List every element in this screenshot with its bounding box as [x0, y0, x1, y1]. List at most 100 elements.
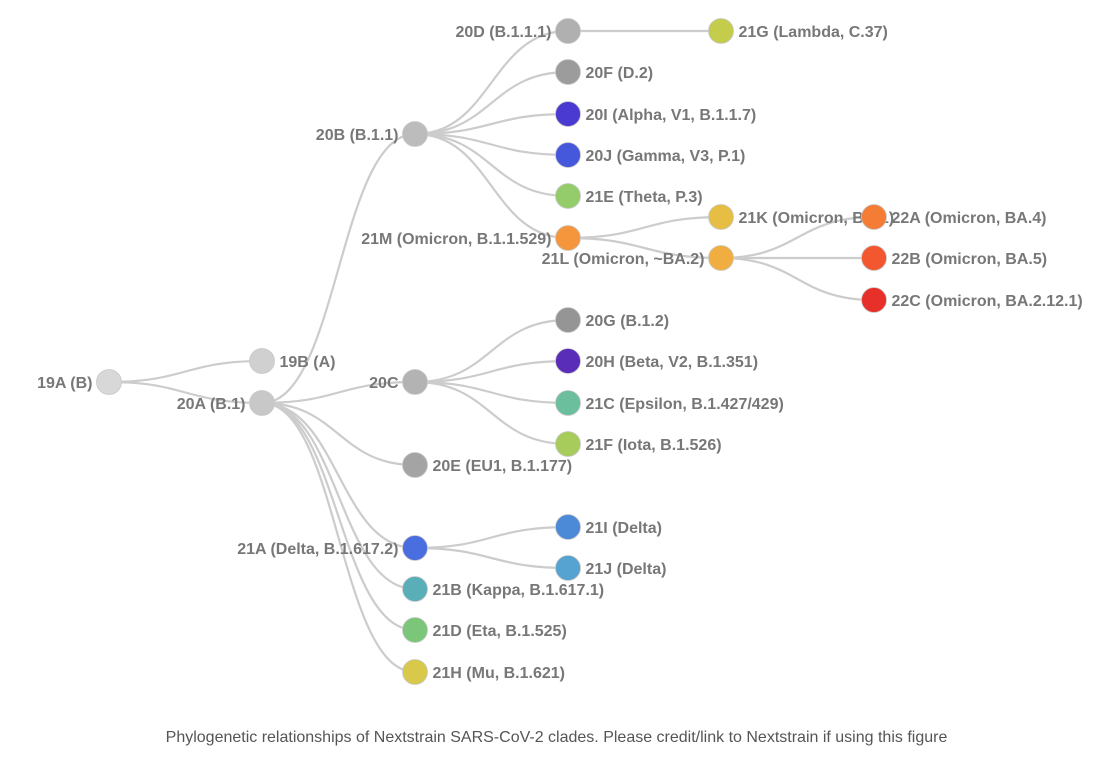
edge-19A-19B — [108, 359, 263, 384]
clade-node-20i[interactable]: 20I (Alpha, V1, B.1.1.7) — [555, 101, 757, 127]
clade-label-22b: 22B (Omicron, BA.5) — [892, 251, 1048, 268]
clade-node-20g[interactable]: 20G (B.1.2) — [555, 307, 670, 333]
edge-20A-20C — [261, 380, 416, 405]
clade-label-19b: 19B (A) — [280, 354, 336, 371]
edge-20B-20J — [414, 132, 569, 157]
clade-label-21k: 21K (Omicron, BA.1) — [739, 210, 895, 227]
edge-20C-20G — [414, 318, 569, 384]
edge-19A-20A — [108, 380, 263, 405]
clade-label-22a: 22A (Omicron, BA.4) — [892, 210, 1047, 227]
clade-label-21i: 21I (Delta) — [586, 520, 662, 537]
clade-label-21e: 21E (Theta, P.3) — [586, 189, 703, 206]
edge-20A-20B — [261, 132, 416, 405]
clade-node-21i[interactable]: 21I (Delta) — [555, 514, 662, 540]
clade-label-20g: 20G (B.1.2) — [586, 313, 670, 330]
clade-label-20a: 20A (B.1) — [177, 396, 246, 413]
clade-node-21f[interactable]: 21F (Iota, B.1.526) — [555, 431, 722, 457]
clade-node-20d[interactable]: 20D (B.1.1.1) — [455, 18, 581, 44]
clade-label-20d: 20D (B.1.1.1) — [455, 24, 551, 41]
clade-label-21d: 21D (Eta, B.1.525) — [433, 623, 567, 640]
clade-node-22b[interactable]: 22B (Omicron, BA.5) — [861, 245, 1048, 271]
clade-label-21a: 21A (Delta, B.1.617.2) — [237, 541, 398, 558]
clade-label-21c: 21C (Epsilon, B.1.427/429) — [586, 396, 784, 413]
clade-node-20c[interactable]: 20C — [369, 369, 428, 395]
clade-circle-21i[interactable] — [555, 514, 581, 540]
edge-20B-20I — [414, 112, 569, 136]
clade-node-20b[interactable]: 20B (B.1.1) — [316, 121, 428, 147]
clade-circle-21l[interactable] — [708, 245, 734, 271]
clade-label-21b: 21B (Kappa, B.1.617.1) — [433, 582, 605, 599]
clade-node-20h[interactable]: 20H (Beta, V2, B.1.351) — [555, 348, 759, 374]
clade-circle-21j[interactable] — [555, 555, 581, 581]
clade-circle-19a[interactable] — [96, 369, 122, 395]
clade-label-21f: 21F (Iota, B.1.526) — [586, 437, 722, 454]
edge-20B-21M — [414, 132, 569, 240]
clade-node-21a[interactable]: 21A (Delta, B.1.617.2) — [237, 535, 428, 561]
clade-label-22c: 22C (Omicron, BA.2.12.1) — [892, 293, 1083, 310]
clade-circle-21d[interactable] — [402, 617, 428, 643]
edge-20A-20E — [261, 401, 416, 467]
clade-node-21e[interactable]: 21E (Theta, P.3) — [555, 183, 703, 209]
clade-node-20j[interactable]: 20J (Gamma, V3, P.1) — [555, 142, 746, 168]
clade-circle-20c[interactable] — [402, 369, 428, 395]
clade-circle-22c[interactable] — [861, 287, 887, 313]
clade-circle-21k[interactable] — [708, 204, 734, 230]
clade-label-21m: 21M (Omicron, B.1.1.529) — [361, 231, 551, 248]
clade-node-21j[interactable]: 21J (Delta) — [555, 555, 667, 581]
clade-node-21d[interactable]: 21D (Eta, B.1.525) — [402, 617, 567, 643]
edge-20A-21A — [261, 401, 416, 550]
clade-node-19a[interactable]: 19A (B) — [37, 369, 122, 395]
clade-label-21h: 21H (Mu, B.1.621) — [433, 665, 565, 682]
clade-circle-20i[interactable] — [555, 101, 581, 127]
edge-21L-22C — [720, 256, 875, 302]
clade-label-21j: 21J (Delta) — [586, 561, 667, 578]
clade-node-20e[interactable]: 20E (EU1, B.1.177) — [402, 452, 573, 478]
clade-circle-20e[interactable] — [402, 452, 428, 478]
clade-circle-20a[interactable] — [249, 390, 275, 416]
edge-20C-20H — [414, 359, 569, 384]
clade-circle-21m[interactable] — [555, 225, 581, 251]
clade-circle-20b[interactable] — [402, 121, 428, 147]
clade-node-21l[interactable]: 21L (Omicron, ~BA.2) — [542, 245, 734, 271]
clade-circle-21b[interactable] — [402, 576, 428, 602]
figure-caption: Phylogenetic relationships of Nextstrain… — [165, 729, 948, 746]
clade-circle-20d[interactable] — [555, 18, 581, 44]
clade-circle-21f[interactable] — [555, 431, 581, 457]
clade-circle-21a[interactable] — [402, 535, 428, 561]
clade-node-21m[interactable]: 21M (Omicron, B.1.1.529) — [361, 225, 581, 251]
clade-circle-22b[interactable] — [861, 245, 887, 271]
clade-label-21l: 21L (Omicron, ~BA.2) — [542, 251, 705, 268]
edge-20B-20D — [414, 29, 569, 136]
edge-21L-22A — [720, 215, 875, 260]
edge-20B-21E — [414, 132, 569, 198]
clade-circle-22a[interactable] — [861, 204, 887, 230]
clade-label-20c: 20C — [369, 375, 399, 392]
clade-circle-21g[interactable] — [708, 18, 734, 44]
clade-circle-21h[interactable] — [402, 659, 428, 685]
edge-20C-21F — [414, 380, 569, 446]
edge-20A-21B — [261, 401, 416, 591]
clade-circle-21c[interactable] — [555, 390, 581, 416]
clade-node-20a[interactable]: 20A (B.1) — [177, 390, 275, 416]
clade-node-22c[interactable]: 22C (Omicron, BA.2.12.1) — [861, 287, 1083, 313]
clade-label-19a: 19A (B) — [37, 375, 92, 392]
clade-node-21c[interactable]: 21C (Epsilon, B.1.427/429) — [555, 390, 784, 416]
clade-circle-19b[interactable] — [249, 348, 275, 374]
clade-circle-20g[interactable] — [555, 307, 581, 333]
clade-node-20f[interactable]: 20F (D.2) — [555, 59, 654, 85]
clade-node-21b[interactable]: 21B (Kappa, B.1.617.1) — [402, 576, 605, 602]
clade-label-21g: 21G (Lambda, C.37) — [739, 24, 888, 41]
clade-circle-20j[interactable] — [555, 142, 581, 168]
clade-circle-21e[interactable] — [555, 183, 581, 209]
edge-21M-21L — [567, 236, 722, 260]
clade-node-21k[interactable]: 21K (Omicron, BA.1) — [708, 204, 895, 230]
clade-circle-20h[interactable] — [555, 348, 581, 374]
clade-node-22a[interactable]: 22A (Omicron, BA.4) — [861, 204, 1047, 230]
clade-node-21g[interactable]: 21G (Lambda, C.37) — [708, 18, 888, 44]
clade-node-19b[interactable]: 19B (A) — [249, 348, 336, 374]
clade-circle-20f[interactable] — [555, 59, 581, 85]
clade-node-21h[interactable]: 21H (Mu, B.1.621) — [402, 659, 565, 685]
tree-edges — [108, 29, 875, 674]
clade-label-20b: 20B (B.1.1) — [316, 127, 399, 144]
clade-tree: 19A (B) 19B (A) 20A (B.1) 20B (B.1.1) 20C 20E… — [37, 18, 1083, 685]
